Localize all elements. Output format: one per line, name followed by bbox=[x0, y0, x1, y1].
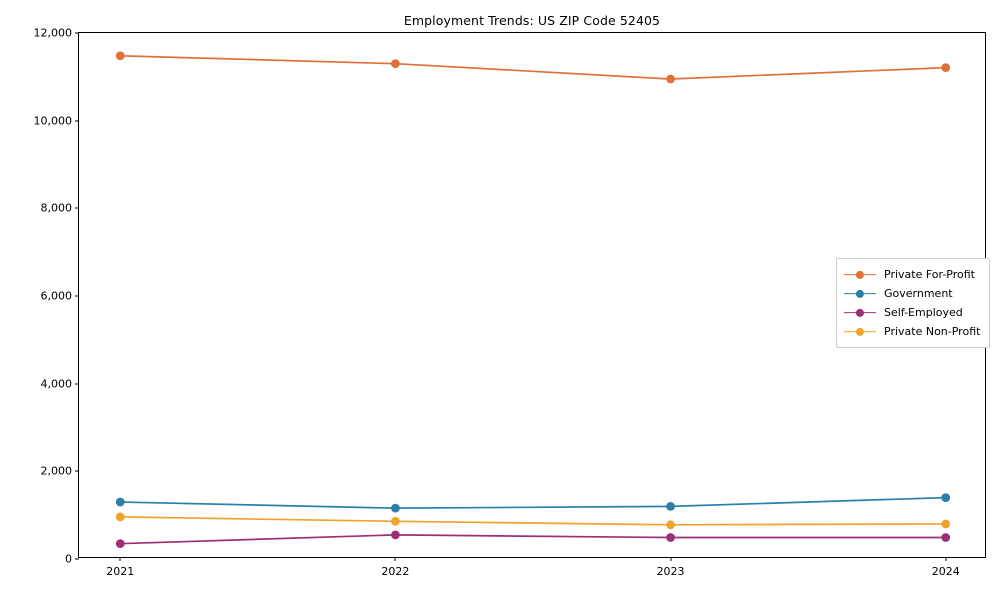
legend-item-label: Self-Employed bbox=[884, 306, 963, 319]
y-axis-tick-mark bbox=[75, 295, 79, 297]
data-point-marker bbox=[391, 530, 400, 540]
series-private-for-profit bbox=[115, 51, 951, 84]
y-axis-tick-mark bbox=[75, 32, 79, 34]
data-point-marker bbox=[941, 533, 951, 542]
legend-swatch-icon bbox=[844, 326, 876, 338]
y-axis-tick-label: 2,000 bbox=[40, 464, 73, 478]
legend-item-label: Private Non-Profit bbox=[884, 325, 981, 338]
legend-item-label: Private For-Profit bbox=[884, 268, 975, 281]
data-point-marker bbox=[115, 51, 125, 61]
plot-area: 0 2,000 4,000 6,000 8,000 10,000 12,000 2021 202… bbox=[34, 27, 986, 578]
y-axis-tick-label: 4,000 bbox=[40, 377, 73, 391]
data-point-marker bbox=[666, 520, 675, 530]
y-axis-tick-mark bbox=[75, 120, 79, 122]
y-axis-tick-mark bbox=[75, 207, 79, 209]
x-axis-tick-label: 2024 bbox=[931, 565, 960, 578]
chart-legend: Private For-Profit Government Self-Employe… bbox=[836, 258, 991, 348]
y-axis-tick-label: 10,000 bbox=[33, 114, 73, 128]
series-private-non-profit bbox=[115, 512, 951, 530]
x-axis-tick-label: 2023 bbox=[656, 565, 685, 578]
data-point-marker bbox=[115, 512, 125, 522]
chart-title: Employment Trends: US ZIP Code 52405 bbox=[403, 13, 661, 28]
legend-item[interactable]: Private For-Profit bbox=[844, 265, 980, 284]
x-axis-tick-mark bbox=[394, 557, 396, 561]
data-point-marker bbox=[666, 533, 675, 542]
legend-swatch-icon bbox=[844, 307, 876, 319]
x-axis-tick-label: 2021 bbox=[106, 565, 135, 578]
data-point-marker bbox=[941, 519, 951, 529]
y-axis-tick-label: 6,000 bbox=[40, 289, 73, 303]
y-axis-tick-label: 0 bbox=[65, 552, 72, 566]
y-axis-tick-mark bbox=[75, 383, 79, 385]
data-point-marker bbox=[941, 493, 951, 503]
x-axis-tick-mark bbox=[945, 557, 947, 561]
series-line bbox=[119, 496, 947, 509]
legend-item[interactable]: Self-Employed bbox=[844, 303, 980, 322]
x-axis-tick-mark bbox=[670, 557, 672, 561]
y-axis-tick-label: 8,000 bbox=[40, 201, 73, 215]
y-axis-tick-mark bbox=[75, 470, 79, 472]
series-line bbox=[119, 54, 947, 80]
legend-item[interactable]: Government bbox=[844, 284, 980, 303]
legend-swatch-icon bbox=[844, 288, 876, 300]
series-government bbox=[115, 493, 951, 513]
chart-series-canvas bbox=[115, 51, 951, 549]
data-point-marker bbox=[391, 516, 400, 526]
data-point-marker bbox=[666, 502, 675, 511]
data-point-marker bbox=[391, 503, 400, 513]
x-axis-tick-label: 2022 bbox=[381, 565, 410, 578]
legend-item[interactable]: Private Non-Profit bbox=[844, 322, 980, 341]
y-axis-tick-mark bbox=[75, 558, 79, 560]
series-line bbox=[119, 534, 947, 545]
x-axis-tick-mark bbox=[119, 557, 121, 561]
series-line bbox=[119, 516, 947, 526]
data-point-marker bbox=[115, 497, 125, 507]
legend-swatch-icon bbox=[844, 269, 876, 281]
series-self-employed bbox=[115, 530, 951, 549]
data-point-marker bbox=[391, 59, 400, 69]
data-point-marker bbox=[666, 74, 675, 84]
data-point-marker bbox=[115, 539, 125, 549]
data-point-marker bbox=[941, 63, 951, 73]
y-axis-tick-label: 12,000 bbox=[33, 26, 73, 40]
legend-item-label: Government bbox=[884, 287, 953, 300]
